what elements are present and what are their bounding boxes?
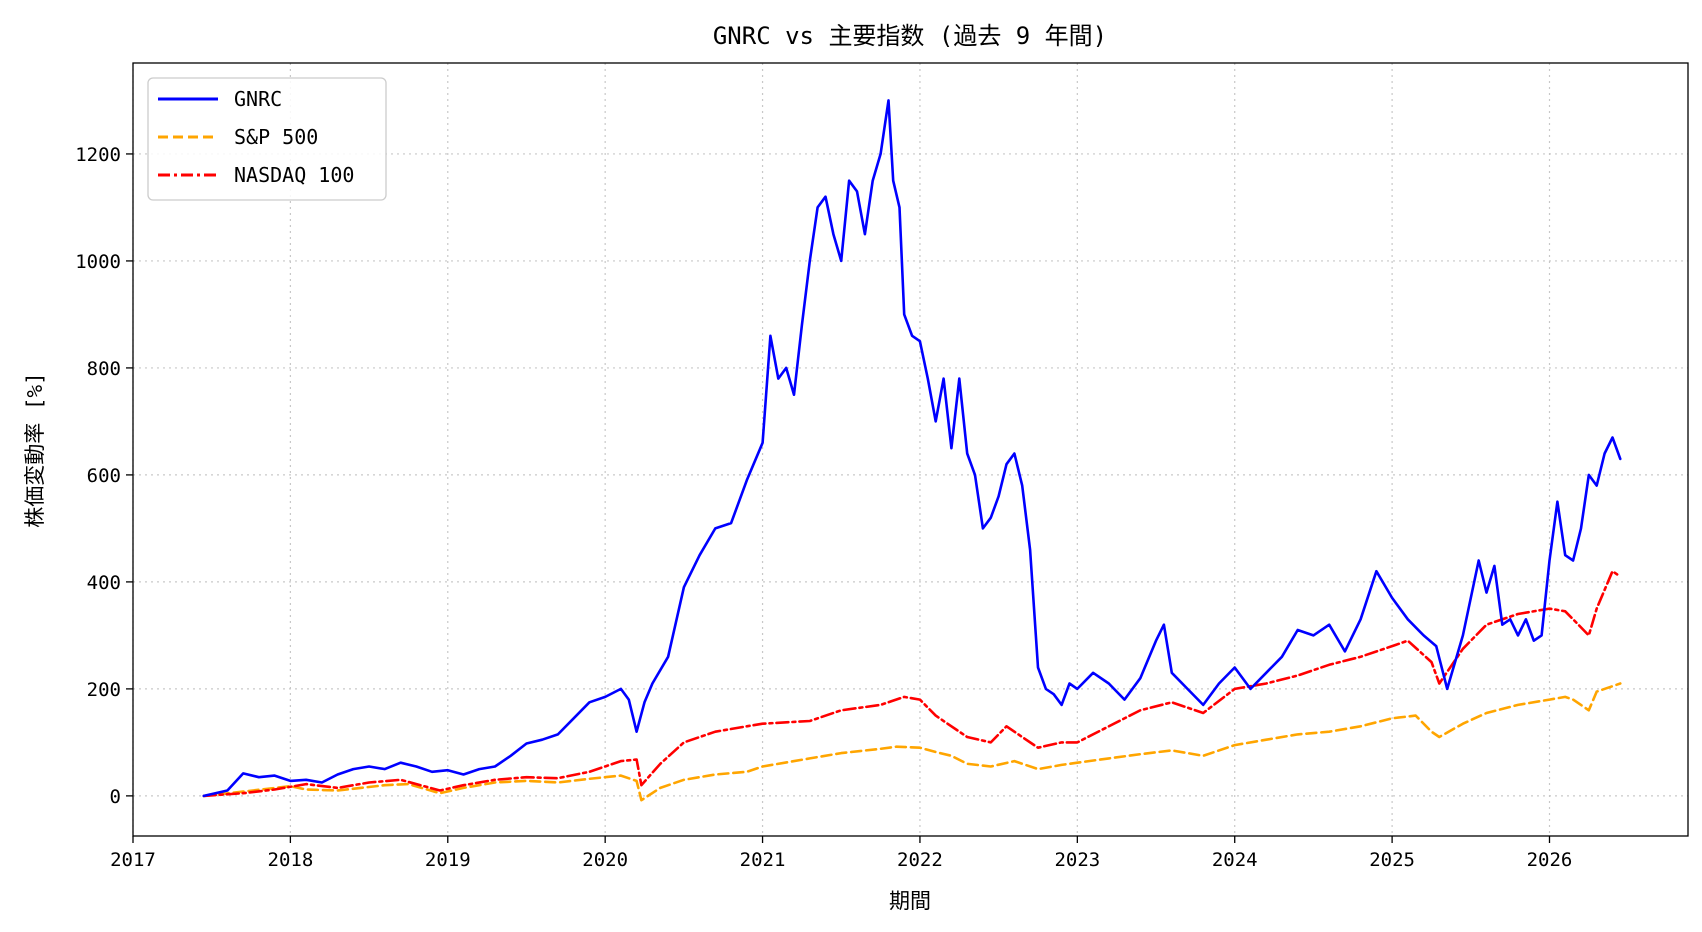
y-tick-label: 600 bbox=[87, 465, 121, 487]
x-tick-label: 2025 bbox=[1369, 849, 1415, 871]
plot-background bbox=[133, 63, 1688, 836]
chart-title: GNRC vs 主要指数 (過去 9 年間) bbox=[713, 22, 1107, 50]
legend: GNRC S&P 500 NASDAQ 100 bbox=[147, 77, 387, 201]
series-line-s-p-500 bbox=[202, 682, 1622, 802]
x-tick-label: 2017 bbox=[110, 849, 156, 871]
legend-label-nasdaq100: NASDAQ 100 bbox=[234, 163, 354, 187]
legend-label-gnrc: GNRC bbox=[234, 87, 282, 111]
y-tick-label: 0 bbox=[110, 786, 121, 808]
y-tick-label: 800 bbox=[87, 358, 121, 380]
x-tick-label: 2026 bbox=[1527, 849, 1573, 871]
x-tick-label: 2021 bbox=[740, 849, 786, 871]
y-tick-label: 200 bbox=[87, 679, 121, 701]
series-line-nasdaq-100 bbox=[202, 569, 1622, 798]
y-axis-ticks: 0 200 400 600 800 1000 1200 bbox=[75, 144, 133, 808]
y-tick-label: 1000 bbox=[75, 251, 121, 273]
grid bbox=[132, 63, 1688, 836]
y-axis-label: 株価変動率 [%] bbox=[23, 372, 47, 528]
x-tick-label: 2020 bbox=[582, 849, 628, 871]
x-tick-label: 2022 bbox=[897, 849, 943, 871]
x-tick-label: 2024 bbox=[1212, 849, 1258, 871]
y-tick-label: 1200 bbox=[75, 144, 121, 166]
series-lines bbox=[202, 99, 1622, 802]
plot-frame bbox=[132, 62, 1689, 837]
legend-box bbox=[147, 77, 387, 201]
series-line-gnrc bbox=[202, 99, 1622, 798]
x-tick-label: 2023 bbox=[1054, 849, 1100, 871]
legend-label-sp500: S&P 500 bbox=[234, 125, 318, 149]
x-tick-label: 2019 bbox=[425, 849, 471, 871]
y-tick-label: 400 bbox=[87, 572, 121, 594]
x-axis-ticks: 2017 2018 2019 2020 2021 2022 2023 2024 2025 2026 bbox=[110, 836, 1572, 871]
x-axis-label: 期間 bbox=[889, 889, 931, 913]
x-tick-label: 2018 bbox=[268, 849, 314, 871]
